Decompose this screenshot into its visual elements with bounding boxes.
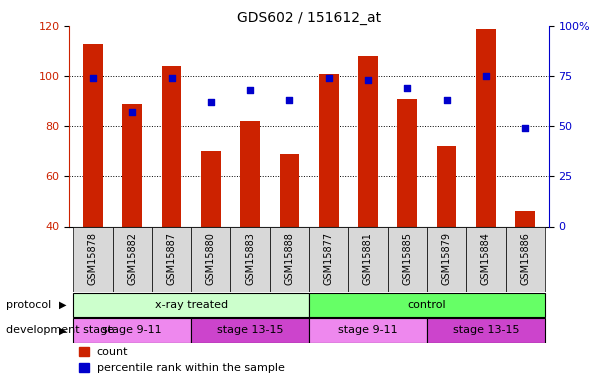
Bar — [309, 226, 349, 292]
Text: GSM15880: GSM15880 — [206, 232, 216, 285]
Bar — [466, 226, 505, 292]
Text: protocol: protocol — [6, 300, 51, 310]
Point — [324, 75, 333, 81]
Point — [442, 98, 452, 104]
Text: GSM15882: GSM15882 — [127, 232, 137, 285]
Text: GSM15878: GSM15878 — [88, 232, 98, 285]
Bar — [280, 154, 299, 226]
Bar — [74, 226, 113, 292]
Point — [285, 98, 294, 104]
Text: x-ray treated: x-ray treated — [154, 300, 228, 310]
Text: GSM15886: GSM15886 — [520, 232, 530, 285]
Bar — [309, 318, 427, 343]
Bar — [437, 146, 456, 226]
Bar — [505, 226, 545, 292]
Text: GSM15885: GSM15885 — [402, 232, 412, 285]
Text: stage 13-15: stage 13-15 — [453, 326, 519, 335]
Text: GSM15883: GSM15883 — [245, 232, 255, 285]
Point — [402, 86, 412, 92]
Bar — [152, 226, 191, 292]
Bar — [74, 318, 191, 343]
Point — [206, 99, 216, 105]
Text: stage 9-11: stage 9-11 — [103, 326, 162, 335]
Bar — [476, 29, 496, 226]
Bar — [162, 66, 182, 226]
Bar — [516, 211, 535, 226]
Bar — [201, 152, 221, 226]
Bar — [191, 226, 230, 292]
Text: development stage: development stage — [6, 326, 114, 335]
Text: GSM15888: GSM15888 — [285, 232, 294, 285]
Text: count: count — [96, 347, 128, 357]
Text: GSM15887: GSM15887 — [166, 232, 177, 285]
Bar — [122, 104, 142, 226]
Text: stage 13-15: stage 13-15 — [217, 326, 283, 335]
Text: ▶: ▶ — [59, 300, 66, 310]
Point — [166, 75, 176, 81]
Text: GSM15877: GSM15877 — [324, 232, 333, 285]
Bar — [79, 363, 89, 372]
Point — [481, 74, 491, 80]
Bar — [270, 226, 309, 292]
Bar — [427, 318, 545, 343]
Title: GDS602 / 151612_at: GDS602 / 151612_at — [237, 11, 381, 25]
Text: ▶: ▶ — [59, 326, 66, 335]
Bar — [388, 226, 427, 292]
Bar — [358, 56, 378, 226]
Bar — [79, 347, 89, 356]
Point — [127, 110, 137, 116]
Point — [245, 87, 255, 93]
Text: stage 9-11: stage 9-11 — [338, 326, 398, 335]
Bar — [191, 318, 309, 343]
Bar — [230, 226, 270, 292]
Text: GSM15884: GSM15884 — [481, 232, 491, 285]
Text: percentile rank within the sample: percentile rank within the sample — [96, 363, 285, 373]
Bar — [349, 226, 388, 292]
Bar — [74, 292, 309, 317]
Text: GSM15879: GSM15879 — [441, 232, 452, 285]
Bar — [309, 292, 545, 317]
Bar — [319, 74, 338, 226]
Point — [363, 77, 373, 83]
Bar — [240, 122, 260, 226]
Point — [88, 75, 98, 81]
Text: control: control — [408, 300, 446, 310]
Bar — [397, 99, 417, 226]
Bar — [113, 226, 152, 292]
Text: GSM15881: GSM15881 — [363, 232, 373, 285]
Bar — [83, 44, 103, 226]
Bar — [427, 226, 466, 292]
Point — [520, 125, 530, 131]
